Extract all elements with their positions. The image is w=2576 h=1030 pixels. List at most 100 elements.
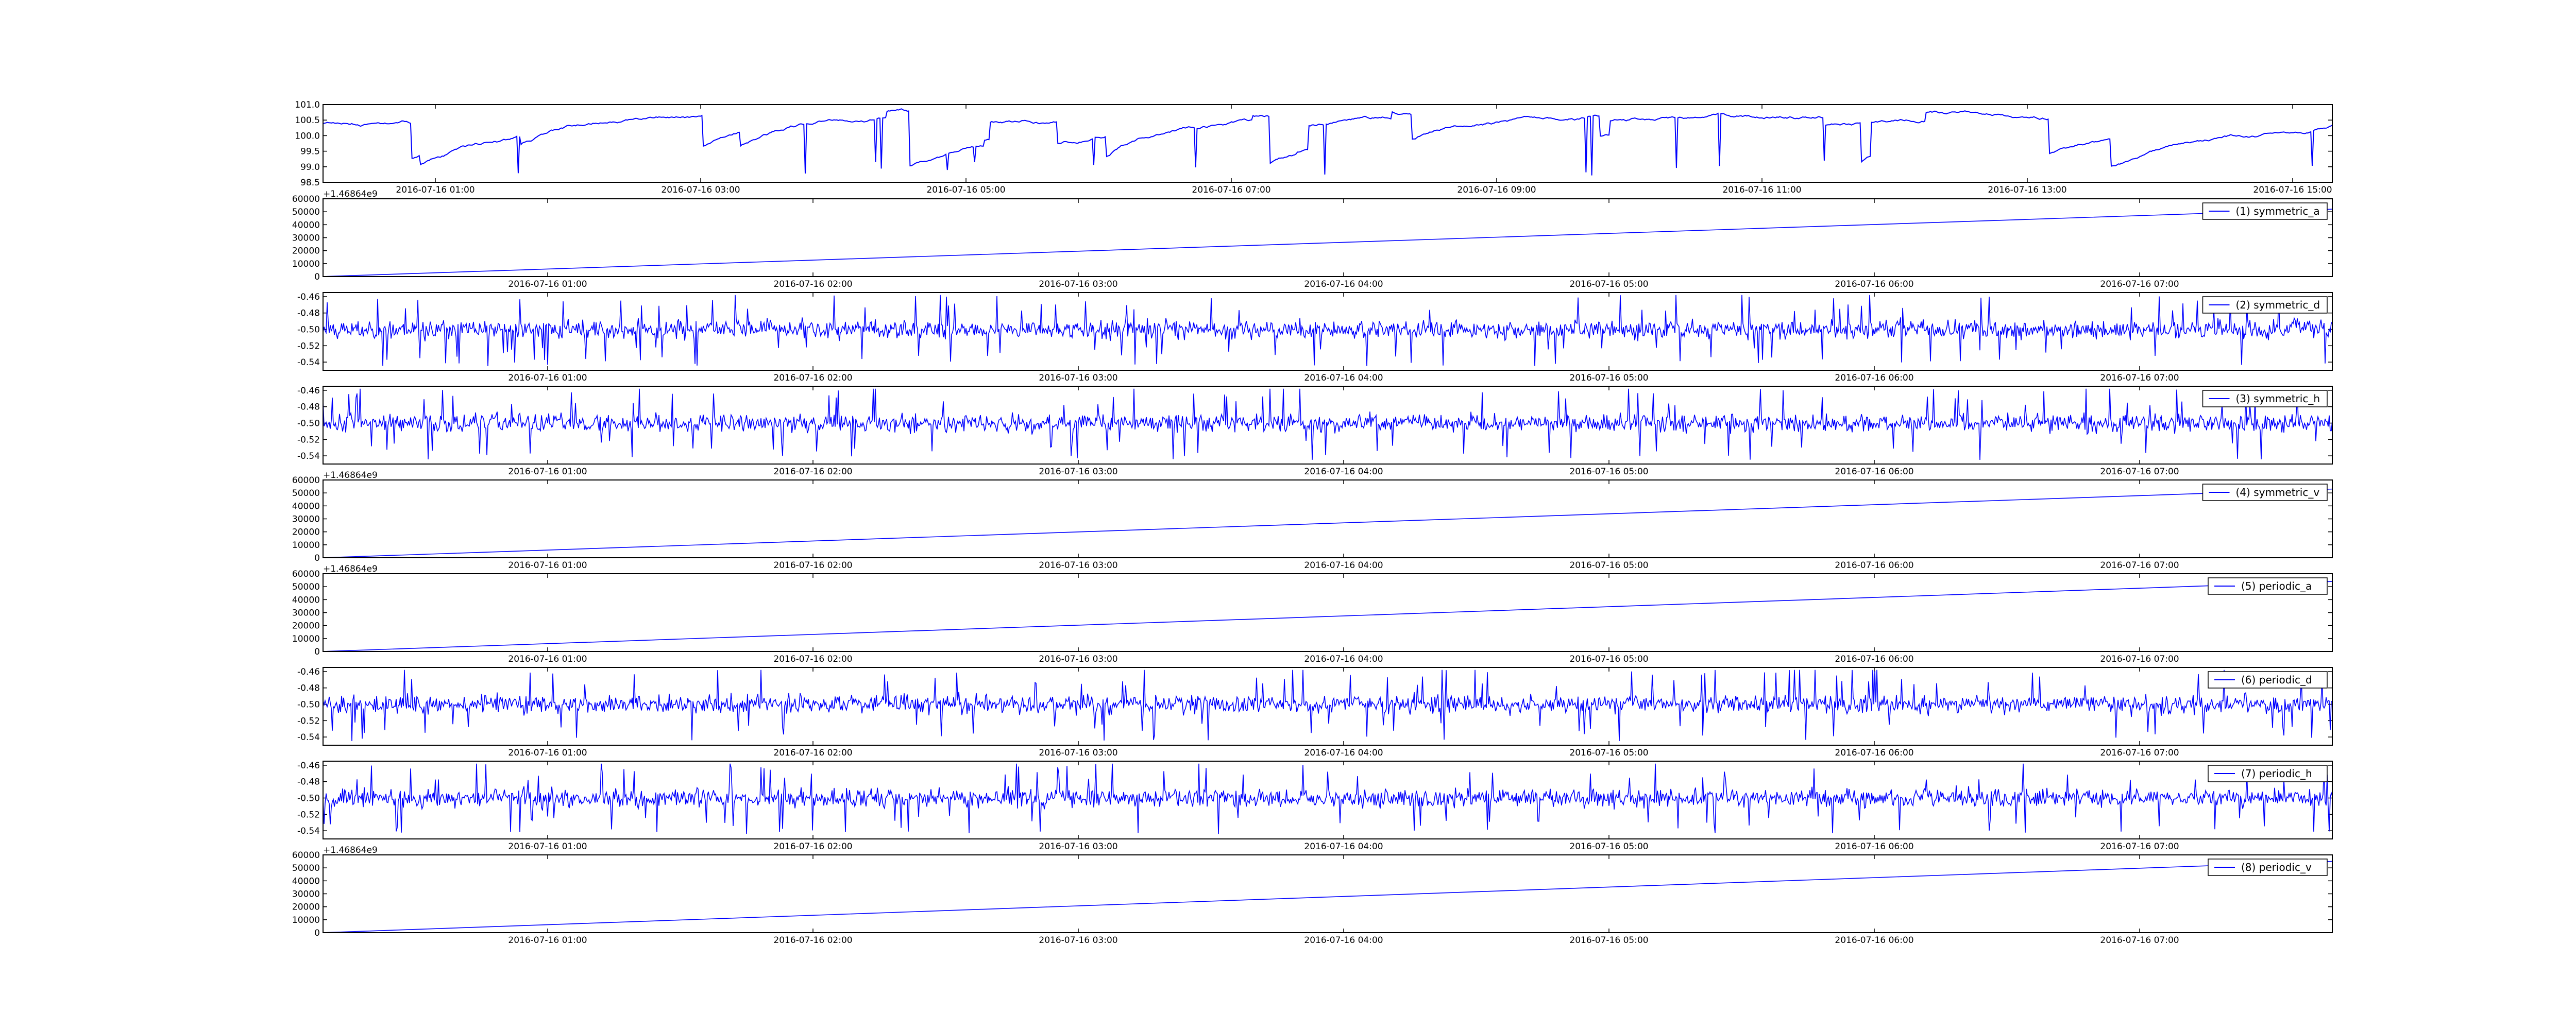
x-tick-label: 2016-07-16 06:00 <box>1835 748 1913 758</box>
y-tick-label: 0 <box>314 647 320 657</box>
x-tick-label: 2016-07-16 02:00 <box>773 467 852 477</box>
x-tick-label: 2016-07-16 05:00 <box>1569 654 1648 664</box>
y-tick-label: 101.0 <box>295 100 320 110</box>
chart-panel-1: 101.0 100.5 100.0 99.5 99.0 98.5 2016-07-16 01… <box>295 100 2333 195</box>
y-offset-label: +1.46864e9 <box>323 470 378 480</box>
x-tick-label: 2016-07-16 03:00 <box>1039 842 1117 852</box>
series-line <box>323 488 2333 558</box>
series-line <box>323 763 2333 834</box>
x-tick-label: 2016-07-16 07:00 <box>2100 842 2179 852</box>
x-tick-label: 2016-07-16 04:00 <box>1304 842 1383 852</box>
y-tick-label: 30000 <box>292 233 320 244</box>
y-tick-label: -0.52 <box>297 341 320 351</box>
x-tick-label: 2016-07-16 05:00 <box>1569 560 1648 571</box>
y-tick-label: -0.52 <box>297 435 320 445</box>
series-line <box>323 295 2333 367</box>
x-tick-label: 2016-07-16 05:00 <box>1569 748 1648 758</box>
chart-panel-5: 60000 50000 40000 30000 20000 10000 0 2016-07-1… <box>292 470 2333 571</box>
y-tick-label: 50000 <box>292 207 320 217</box>
x-tick-label: 2016-07-16 06:00 <box>1835 935 1913 946</box>
x-tick-label: 2016-07-16 01:00 <box>508 373 587 383</box>
x-tick-label: 2016-07-16 02:00 <box>773 279 852 289</box>
x-tick-label: 2016-07-16 01:00 <box>508 467 587 477</box>
x-tick-label: 2016-07-16 02:00 <box>773 373 852 383</box>
y-tick-label: -0.50 <box>297 700 320 710</box>
series-line <box>323 388 2333 460</box>
x-tick-label: 2016-07-16 03:00 <box>1039 748 1117 758</box>
x-tick-label: 2016-07-16 03:00 <box>1039 373 1117 383</box>
y-tick-label: 99.5 <box>300 147 320 157</box>
y-tick-label: -0.54 <box>297 732 320 743</box>
x-tick-label: 2016-07-16 01:00 <box>508 748 587 758</box>
legend: (1) symmetric_a <box>2202 202 2328 220</box>
axes-frame <box>323 386 2333 465</box>
y-tick-label: 50000 <box>292 488 320 499</box>
x-tick-label: 2016-07-16 06:00 <box>1835 654 1913 664</box>
y-tick-label: 98.5 <box>300 178 320 188</box>
x-tick-label: 2016-07-16 07:00 <box>2100 279 2179 289</box>
x-tick-label: 2016-07-16 04:00 <box>1304 373 1383 383</box>
x-tick-label: 2016-07-16 02:00 <box>773 748 852 758</box>
x-tick-label: 2016-07-16 07:00 <box>2100 935 2179 946</box>
x-tick-label: 2016-07-16 01:00 <box>508 560 587 571</box>
y-tick-label: 40000 <box>292 220 320 230</box>
y-tick-label: 30000 <box>292 889 320 900</box>
x-tick-label: 2016-07-16 04:00 <box>1304 560 1383 571</box>
x-tick-label: 2016-07-16 02:00 <box>773 842 852 852</box>
series-line <box>323 581 2333 652</box>
y-tick-label: 60000 <box>292 194 320 204</box>
x-tick-label: 2016-07-16 05:00 <box>1569 467 1648 477</box>
chart-panel-3: -0.46 -0.48 -0.50 -0.52 -0.54 2016-07-16 01:0… <box>297 292 2333 383</box>
x-tick-label: 2016-07-16 06:00 <box>1835 373 1913 383</box>
x-tick-label: 2016-07-16 07:00 <box>2100 373 2179 383</box>
chart-panel-2: 60000 50000 40000 30000 20000 10000 0 2016-07-1… <box>292 189 2333 289</box>
chart-panel-6: 60000 50000 40000 30000 20000 10000 0 2016-07-1… <box>292 564 2333 664</box>
legend: (3) symmetric_h <box>2202 390 2328 407</box>
y-tick-label: 30000 <box>292 608 320 619</box>
chart-panel-4: -0.46 -0.48 -0.50 -0.52 -0.54 2016-07-16 01:0… <box>297 386 2333 477</box>
x-tick-label: 2016-07-16 05:00 <box>926 185 1005 195</box>
x-tick-label: 2016-07-16 04:00 <box>1304 279 1383 289</box>
x-tick-label: 2016-07-16 06:00 <box>1835 467 1913 477</box>
y-tick-label: 0 <box>314 928 320 938</box>
y-tick-label: 100.0 <box>295 131 320 141</box>
legend: (4) symmetric_v <box>2202 484 2328 501</box>
y-tick-label: 40000 <box>292 595 320 605</box>
legend-label: (5) periodic_a <box>2241 580 2312 592</box>
y-tick-label: -0.46 <box>297 761 320 771</box>
x-tick-label: 2016-07-16 07:00 <box>2100 467 2179 477</box>
axes-frame <box>323 198 2333 277</box>
x-tick-label: 2016-07-16 02:00 <box>773 935 852 946</box>
series-line <box>323 108 2333 176</box>
y-tick-label: -0.52 <box>297 810 320 820</box>
y-tick-label: 50000 <box>292 863 320 873</box>
x-tick-label: 2016-07-16 01:00 <box>508 842 587 852</box>
y-tick-label: 60000 <box>292 475 320 486</box>
y-tick-label: -0.48 <box>297 777 320 787</box>
x-tick-label: 2016-07-16 02:00 <box>773 560 852 571</box>
y-tick-label: 10000 <box>292 540 320 551</box>
legend: (2) symmetric_d <box>2202 296 2328 314</box>
x-tick-label: 2016-07-16 05:00 <box>1569 935 1648 946</box>
y-tick-label: 20000 <box>292 246 320 256</box>
x-tick-label: 2016-07-16 03:00 <box>1039 654 1117 664</box>
legend: (6) periodic_d <box>2208 671 2328 689</box>
x-tick-label: 2016-07-16 03:00 <box>1039 279 1117 289</box>
y-tick-label: -0.52 <box>297 716 320 726</box>
y-offset-label: +1.46864e9 <box>323 189 378 199</box>
x-tick-label: 2016-07-16 02:00 <box>773 654 852 664</box>
axes-frame <box>323 761 2333 839</box>
y-tick-label: 40000 <box>292 501 320 511</box>
y-tick-label: -0.54 <box>297 451 320 461</box>
legend-label: (4) symmetric_v <box>2236 486 2320 499</box>
x-tick-label: 2016-07-16 03:00 <box>661 185 740 195</box>
y-tick-label: -0.54 <box>297 357 320 368</box>
y-tick-label: 10000 <box>292 259 320 269</box>
x-tick-label: 2016-07-16 01:00 <box>396 185 474 195</box>
y-tick-label: 50000 <box>292 582 320 592</box>
x-tick-label: 2016-07-16 11:00 <box>1722 185 1801 195</box>
x-tick-label: 2016-07-16 07:00 <box>2100 654 2179 664</box>
y-tick-label: 20000 <box>292 902 320 913</box>
x-tick-label: 2016-07-16 15:00 <box>2253 185 2332 195</box>
